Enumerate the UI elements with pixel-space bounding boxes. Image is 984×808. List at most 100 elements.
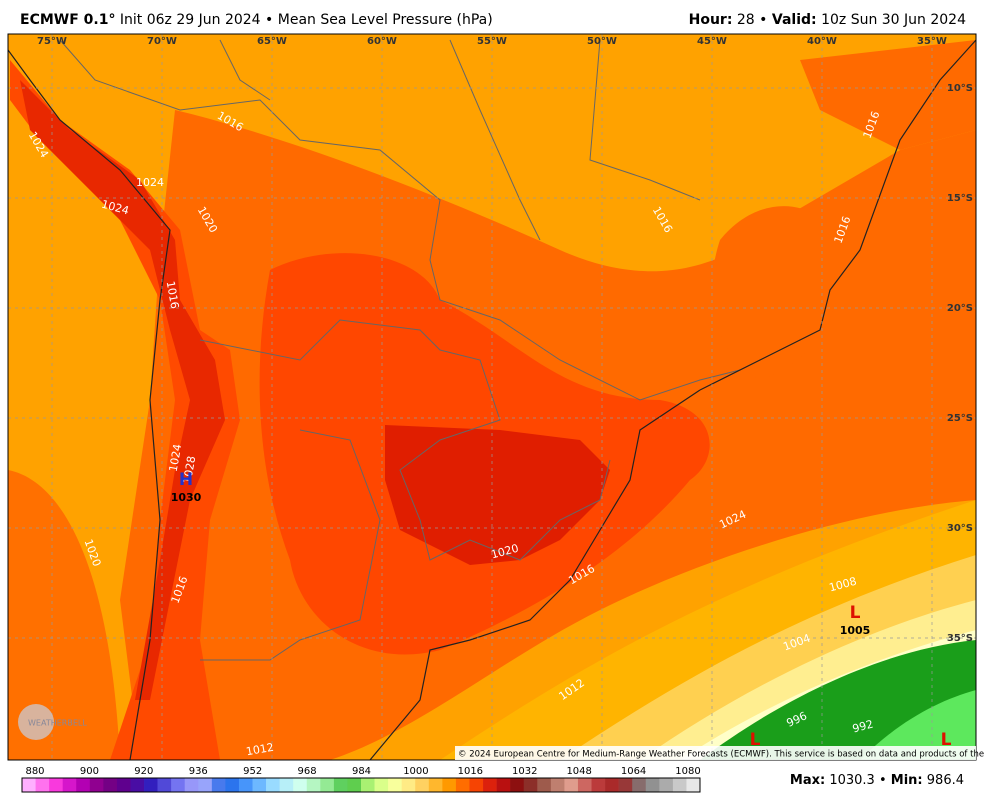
colorbar-swatch — [238, 778, 253, 792]
colorbar-label: 936 — [189, 766, 208, 777]
colorbar-swatch — [198, 778, 213, 792]
colorbar-swatch — [62, 778, 77, 792]
logo: WEATHERBELL — [28, 719, 87, 728]
colorbar-swatch — [347, 778, 362, 792]
hour-label: Hour: — [688, 12, 733, 28]
max: 1030.3 — [829, 773, 875, 788]
colorbar-label: 880 — [25, 766, 44, 777]
colorbar-swatch — [144, 778, 158, 792]
colorbar-label: 1080 — [675, 766, 700, 777]
footer: Max: 1030.3 • Min: 986.4 — [790, 773, 964, 788]
longitude-label: 65°W — [257, 36, 287, 47]
shade — [800, 40, 976, 150]
shade — [860, 690, 976, 760]
colorbar-swatch — [116, 778, 131, 792]
separator: • — [265, 12, 274, 28]
colorbar-swatch — [523, 778, 538, 792]
longitude-label: 60°W — [367, 36, 397, 47]
colorbar-swatch — [49, 778, 63, 792]
colorbar-frame — [21, 777, 701, 793]
contour-label: 1028 — [181, 455, 199, 485]
low-symbol: L — [750, 730, 761, 750]
longitude-label: 55°W — [477, 36, 507, 47]
min-label: Min: — [891, 773, 923, 788]
latitude-label: 20°S — [947, 303, 973, 314]
colorbar-label: 1016 — [458, 766, 483, 777]
colorbar-swatch — [171, 778, 186, 792]
colorbar-swatch — [103, 778, 118, 792]
hour: 28 — [736, 12, 755, 28]
shade — [712, 206, 842, 380]
colorbar-swatch — [306, 778, 321, 792]
longitude-label: 50°W — [587, 36, 617, 47]
latitude-label: 30°S — [947, 523, 973, 534]
colorbar-swatch — [401, 778, 416, 792]
colorbar-swatch — [537, 778, 552, 792]
low-value: 1005 — [840, 624, 871, 637]
contour-label: 1024 — [136, 176, 164, 189]
colorbar-swatch — [184, 778, 199, 792]
borders — [59, 39, 741, 661]
latitude-label: 35°S — [947, 633, 973, 644]
colorbar-swatch — [605, 778, 619, 792]
colorbar-swatch — [157, 778, 172, 792]
colorbar-swatch — [455, 778, 470, 792]
init: Init 06z 29 Jun 2024 — [119, 12, 261, 28]
contour-label: 992 — [851, 718, 875, 736]
valid-label: Valid: — [771, 12, 817, 28]
colorbar-label: 1032 — [512, 766, 537, 777]
colorbar-swatch — [550, 778, 565, 792]
colorbar-swatch — [361, 778, 375, 792]
colorbar-swatch — [659, 778, 674, 792]
colorbar-swatch — [388, 778, 402, 792]
colorbar-swatch — [89, 778, 104, 792]
low-symbol: L — [941, 730, 952, 750]
contour-label: 1012 — [245, 741, 275, 759]
colorbar-label: 1048 — [566, 766, 591, 777]
separator: • — [879, 773, 887, 788]
latitude-label: 25°S — [947, 413, 973, 424]
separator: • — [759, 12, 768, 28]
colorbar-swatch — [686, 778, 701, 792]
contour-label: 1024 — [167, 443, 185, 473]
colorbar-swatch — [483, 778, 497, 792]
colorbar-swatch — [279, 778, 294, 792]
longitude-label: 45°W — [697, 36, 727, 47]
field: Mean Sea Level Pressure (hPa) — [277, 12, 493, 28]
shade — [385, 425, 610, 565]
header-left: ECMWF 0.1° Init 06z 29 Jun 2024 • Mean S… — [20, 12, 493, 28]
colorbar-swatch — [618, 778, 633, 792]
colorbar-swatch — [35, 778, 50, 792]
colorbar-label: 984 — [352, 766, 371, 777]
colorbar-label: 968 — [298, 766, 317, 777]
colorbar-swatch — [293, 778, 308, 792]
header-right: Hour: 28 • Valid: 10z Sun 30 Jun 2024 — [689, 12, 966, 28]
colorbar-swatch — [632, 778, 647, 792]
colorbar-swatch — [645, 778, 660, 792]
header: ECMWF 0.1° Init 06z 29 Jun 2024 • Mean S… — [0, 0, 984, 34]
colorbar-label: 1064 — [621, 766, 646, 777]
pressure-field — [8, 34, 976, 760]
colorbar-swatch — [333, 778, 348, 792]
colorbar-swatch — [496, 778, 511, 792]
coastline — [8, 39, 976, 760]
colorbar-swatch — [591, 778, 606, 792]
colorbar-swatch — [252, 778, 267, 792]
colorbar-label: 920 — [134, 766, 153, 777]
colorbar-swatch — [22, 778, 36, 792]
graticule — [8, 34, 976, 760]
valid: 10z Sun 30 Jun 2024 — [821, 12, 966, 28]
colorbar-label: 1000 — [403, 766, 428, 777]
shade — [10, 60, 240, 760]
colorbar-label: 952 — [243, 766, 262, 777]
colorbar-swatch — [374, 778, 389, 792]
high-symbol: H — [179, 470, 193, 490]
logo-icon — [18, 704, 54, 740]
shade — [20, 80, 225, 700]
longitude-label: 40°W — [807, 36, 837, 47]
max-label: Max: — [790, 773, 825, 788]
colorbar-swatch — [577, 778, 592, 792]
colorbar-swatch — [211, 778, 226, 792]
